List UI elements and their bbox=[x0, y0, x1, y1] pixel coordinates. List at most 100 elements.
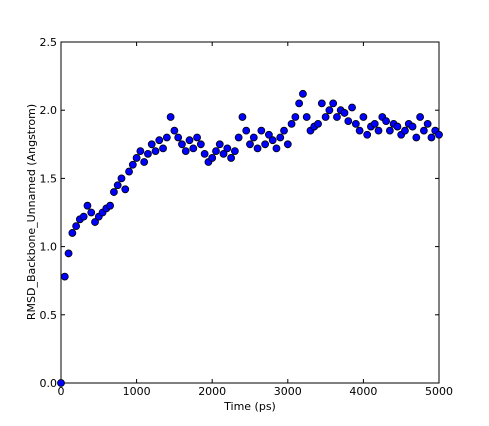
point bbox=[393, 122, 402, 131]
point bbox=[87, 208, 96, 217]
point bbox=[348, 103, 356, 112]
point bbox=[125, 167, 133, 176]
point bbox=[408, 122, 417, 131]
point bbox=[212, 147, 220, 156]
point bbox=[159, 144, 167, 153]
x-tick-label: 5000 bbox=[425, 385, 453, 398]
x-tick-label: 2000 bbox=[198, 385, 226, 398]
point bbox=[302, 113, 311, 121]
point bbox=[435, 130, 443, 139]
x-tick-label: 1000 bbox=[123, 385, 151, 398]
point bbox=[419, 126, 428, 135]
point bbox=[355, 126, 364, 135]
point bbox=[230, 147, 239, 156]
point bbox=[249, 133, 258, 142]
point bbox=[272, 144, 281, 153]
point bbox=[314, 119, 322, 128]
y-tick-label: 2.5 bbox=[40, 36, 58, 49]
point bbox=[385, 126, 394, 135]
point bbox=[121, 185, 130, 194]
y-tick-label: 0.5 bbox=[40, 309, 58, 322]
point bbox=[147, 140, 156, 149]
point bbox=[68, 229, 77, 237]
x-tick-label: 0 bbox=[58, 385, 65, 398]
y-tick-label: 1.5 bbox=[40, 172, 58, 185]
point bbox=[427, 133, 436, 142]
point bbox=[200, 149, 209, 158]
point bbox=[60, 272, 69, 281]
point bbox=[144, 149, 152, 158]
point bbox=[423, 119, 432, 128]
point bbox=[401, 126, 409, 135]
point bbox=[219, 149, 228, 158]
point bbox=[223, 144, 232, 153]
point bbox=[132, 154, 141, 162]
point bbox=[181, 147, 190, 156]
point bbox=[253, 144, 262, 153]
point bbox=[261, 140, 270, 149]
point bbox=[174, 133, 183, 142]
point bbox=[170, 126, 179, 135]
point bbox=[257, 126, 266, 135]
point bbox=[329, 99, 338, 108]
point bbox=[162, 133, 171, 142]
y-tick-label: 2.0 bbox=[40, 104, 58, 117]
point bbox=[140, 158, 149, 166]
plot-frame bbox=[60, 41, 440, 384]
point bbox=[287, 119, 296, 128]
point bbox=[242, 126, 251, 135]
y-tick-label: 0.0 bbox=[40, 377, 58, 390]
point bbox=[325, 106, 334, 115]
point bbox=[321, 113, 330, 121]
x-tick-label: 4000 bbox=[349, 385, 377, 398]
point bbox=[178, 140, 186, 149]
point bbox=[72, 222, 81, 231]
point bbox=[246, 140, 254, 149]
y-tick-label: 1.0 bbox=[40, 241, 58, 254]
point bbox=[193, 133, 201, 142]
point bbox=[412, 133, 421, 142]
point bbox=[83, 201, 92, 210]
point bbox=[79, 212, 88, 221]
point bbox=[113, 181, 122, 190]
point bbox=[215, 140, 224, 149]
point bbox=[166, 113, 175, 121]
point bbox=[234, 133, 243, 142]
point bbox=[208, 154, 217, 162]
point bbox=[106, 201, 115, 210]
point bbox=[117, 174, 126, 183]
point bbox=[370, 119, 379, 128]
point bbox=[374, 126, 383, 135]
point bbox=[280, 126, 288, 135]
point bbox=[189, 144, 198, 153]
point bbox=[196, 140, 205, 149]
point bbox=[382, 117, 390, 126]
point bbox=[317, 99, 326, 108]
point bbox=[64, 249, 73, 258]
point bbox=[57, 379, 65, 387]
point bbox=[283, 140, 292, 149]
x-tick-label: 3000 bbox=[274, 385, 302, 398]
point bbox=[340, 109, 349, 117]
point bbox=[344, 117, 353, 126]
point bbox=[91, 218, 99, 226]
y-axis-label: RMSD_Backbone_Unnamed (Angstrom) bbox=[25, 104, 38, 320]
point bbox=[291, 113, 300, 121]
point bbox=[268, 136, 277, 145]
point bbox=[151, 147, 160, 156]
point bbox=[155, 136, 164, 145]
point bbox=[227, 154, 236, 162]
point bbox=[264, 130, 273, 139]
point bbox=[185, 136, 194, 145]
point bbox=[238, 113, 247, 121]
point bbox=[136, 147, 145, 156]
point bbox=[128, 160, 137, 169]
point bbox=[359, 113, 368, 121]
point bbox=[333, 113, 341, 121]
point bbox=[351, 119, 360, 128]
point bbox=[299, 89, 307, 98]
point bbox=[363, 130, 372, 139]
point bbox=[295, 99, 304, 108]
point bbox=[276, 133, 285, 142]
